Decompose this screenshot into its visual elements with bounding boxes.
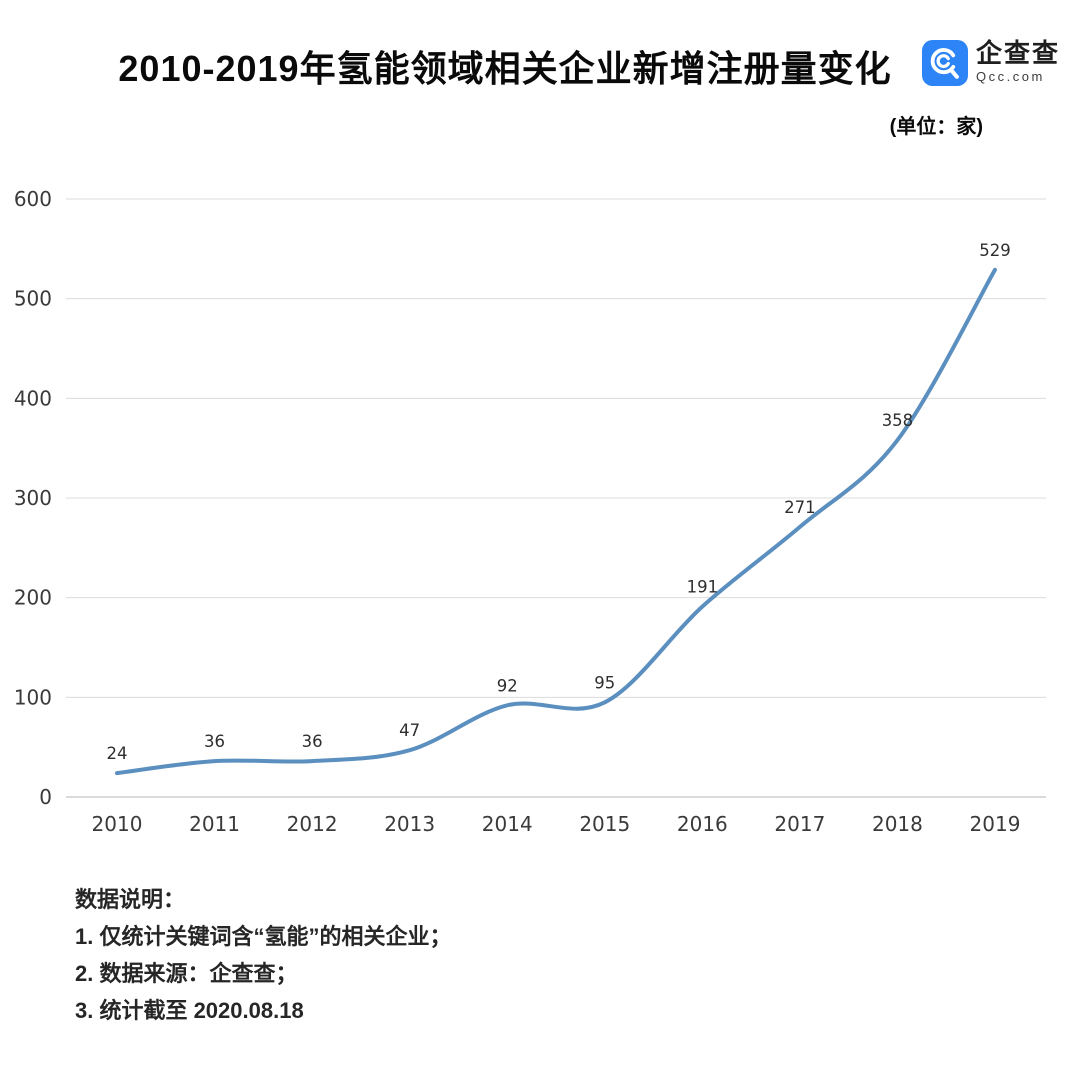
y-axis-tick-label: 600 xyxy=(14,187,52,211)
chart-title: 2010-2019年氢能领域相关企业新增注册量变化 xyxy=(118,48,892,89)
qcc-magnifier-icon xyxy=(921,40,968,86)
qcc-logo-domain: Qcc.com xyxy=(975,69,1045,84)
data-point-label: 191 xyxy=(687,578,719,597)
x-axis-tick-label: 2017 xyxy=(774,812,825,836)
x-axis-tick-label: 2011 xyxy=(189,812,240,836)
qcc-logo-text: 企查查 Qcc.com xyxy=(975,38,1060,85)
data-point-label: 95 xyxy=(594,673,615,692)
x-axis-tick-label: 2013 xyxy=(384,812,435,836)
x-axis-tick-label: 2010 xyxy=(92,812,143,836)
x-axis-tick-label: 2018 xyxy=(872,812,923,836)
data-point-label: 36 xyxy=(204,732,225,751)
line-chart: 0 100 200 300 400 500 600 2010 2011 2012 2013 2014 2… xyxy=(14,187,1046,836)
data-point-label: 529 xyxy=(979,241,1011,260)
y-axis-tick-label: 400 xyxy=(14,386,52,410)
note-item-3: 3. 统计截至 2020.08.18 xyxy=(75,998,304,1023)
footer-notes: 数据说明： 1. 仅统计关键词含“氢能”的相关企业； 2. 数据来源：企查查； … xyxy=(75,881,451,1029)
qcc-logo-name: 企查查 xyxy=(975,38,1060,68)
data-point-label: 24 xyxy=(107,744,128,763)
x-axis-tick-label: 2014 xyxy=(482,812,533,836)
qcc-logo: 企查查 Qcc.com xyxy=(921,38,1060,86)
y-axis-tick-label: 200 xyxy=(14,586,52,610)
x-axis-tick-label: 2012 xyxy=(287,812,338,836)
data-point-label: 36 xyxy=(302,732,323,751)
x-axis-tick-label: 2016 xyxy=(677,812,728,836)
y-axis-tick-label: 500 xyxy=(14,287,52,311)
data-point-label: 358 xyxy=(882,411,914,430)
notes-heading: 数据说明： xyxy=(75,887,186,912)
note-item-1: 1. 仅统计关键词含“氢能”的相关企业； xyxy=(75,924,452,949)
unit-label: (单位：家) xyxy=(889,116,983,138)
data-point-label: 47 xyxy=(399,721,420,740)
data-line xyxy=(115,267,997,776)
data-point-label: 271 xyxy=(784,498,816,517)
y-axis-tick-label: 0 xyxy=(39,785,52,809)
x-axis-tick-label: 2019 xyxy=(970,812,1021,836)
y-axis-tick-label: 100 xyxy=(14,685,52,709)
data-point-label: 92 xyxy=(497,676,518,695)
x-axis-tick-label: 2015 xyxy=(579,812,630,836)
note-item-2: 2. 数据来源：企查查； xyxy=(75,961,298,986)
y-axis-tick-label: 300 xyxy=(14,486,52,510)
